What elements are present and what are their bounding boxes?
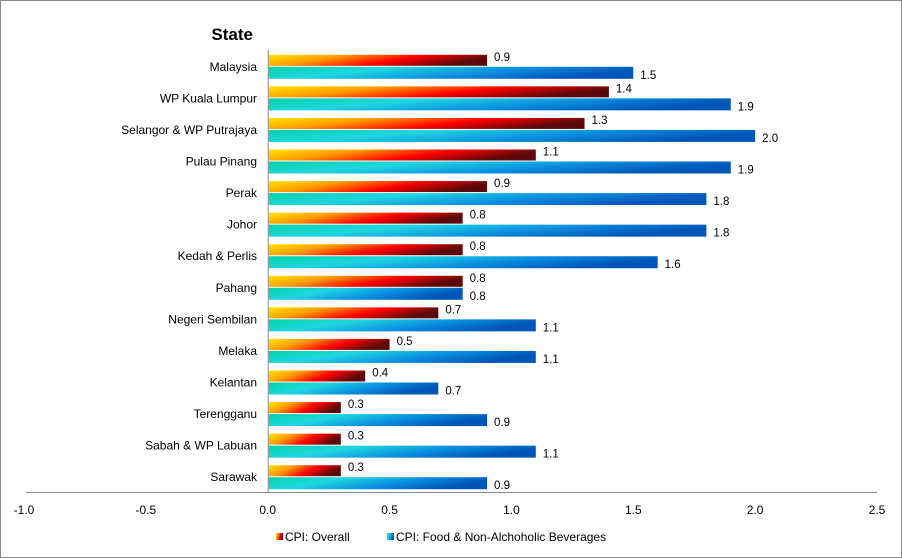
bar-overall (268, 338, 390, 350)
x-tick-label: 1.0 (503, 503, 520, 517)
category-label: Pulau Pinang (186, 155, 257, 169)
value-label-overall: 1.1 (543, 147, 559, 159)
value-label-overall: 1.4 (616, 83, 633, 95)
category-label: Pahang (216, 281, 257, 295)
bar-food (268, 414, 488, 427)
value-label-food: 1.8 (713, 228, 729, 240)
value-label-food: 0.9 (494, 480, 510, 492)
legend: CPI: Overall CPI: Food & Non-Alchoholic … (276, 530, 606, 544)
value-label-overall: 0.4 (372, 368, 389, 380)
legend-label-overall: CPI: Overall (285, 530, 350, 544)
category-label: Kelantan (210, 376, 257, 390)
bar-food (268, 129, 756, 142)
legend-label-food: CPI: Food & Non-Alchoholic Beverages (396, 530, 606, 544)
category-label: WP Kuala Lumpur (160, 91, 257, 105)
bar-overall (268, 149, 536, 161)
legend-swatch-food (387, 533, 394, 540)
bar-food (268, 350, 536, 363)
category-label: Kedah & Perlis (178, 249, 257, 263)
category-label: Terengganu (194, 407, 257, 421)
value-label-food: 1.1 (543, 449, 559, 461)
category-label: Melaka (218, 344, 257, 358)
legend-swatch-overall (276, 533, 283, 540)
bar-overall (268, 212, 463, 224)
category-label: Sabah & WP Labuan (145, 439, 257, 453)
category-label: Perak (226, 186, 258, 200)
value-label-overall: 0.9 (494, 178, 510, 190)
value-label-overall: 1.3 (592, 115, 608, 127)
category-label: Selangor & WP Putrajaya (121, 123, 257, 137)
value-label-food: 1.6 (665, 259, 681, 271)
bar-food (268, 287, 463, 300)
value-label-food: 2.0 (762, 133, 778, 145)
x-tick-label: 0.5 (381, 503, 398, 517)
value-label-food: 0.8 (470, 291, 486, 303)
bars-layer (268, 54, 756, 490)
value-label-food: 1.1 (543, 322, 559, 334)
bar-overall (268, 275, 463, 287)
bar-overall (268, 244, 463, 256)
value-label-food: 1.8 (713, 196, 729, 208)
bar-overall (268, 181, 488, 193)
bar-overall (268, 370, 366, 382)
x-tick-label: 0.0 (259, 503, 276, 517)
bar-food (268, 193, 707, 206)
category-label: Negeri Sembilan (168, 312, 257, 326)
value-label-overall: 0.8 (470, 241, 486, 253)
bar-food (268, 319, 536, 332)
category-label: Malaysia (210, 60, 258, 74)
bar-overall (268, 86, 609, 98)
bar-food (268, 98, 731, 111)
value-label-overall: 0.7 (445, 304, 461, 316)
bar-overall (268, 433, 341, 445)
value-label-overall: 0.8 (470, 210, 486, 222)
value-label-overall: 0.8 (470, 273, 486, 285)
value-label-food: 1.5 (640, 70, 656, 82)
category-label: Sarawak (210, 470, 258, 484)
category-labels: Malaysia WP Kuala Lumpur Selangor & WP Put… (121, 60, 258, 484)
value-label-food: 0.9 (494, 417, 510, 429)
value-label-food: 1.9 (738, 101, 754, 113)
x-tick-label: -1.0 (14, 503, 35, 517)
x-tick-label: 2.0 (747, 503, 764, 517)
bar-overall (268, 54, 488, 66)
bar-food (268, 382, 439, 395)
bar-food (268, 445, 536, 458)
value-label-overall: 0.3 (348, 431, 364, 443)
category-label: Johor (227, 218, 257, 232)
value-labels: 0.9 1.5 1.4 1.9 1.3 2.0 1.1 1.9 0.9 1.8 0.8 1.8 0.8 1… (348, 52, 778, 492)
bar-food (268, 66, 634, 79)
bar-food (268, 161, 731, 174)
x-tick-label: 2.5 (869, 503, 886, 517)
value-label-overall: 0.5 (397, 336, 413, 348)
x-tick-labels: -1.0 -0.5 0.0 0.5 1.0 1.5 2.0 2.5 (14, 503, 886, 517)
value-label-overall: 0.3 (348, 399, 364, 411)
value-label-food: 1.9 (738, 165, 754, 177)
bar-food (268, 477, 488, 490)
bar-food (268, 224, 707, 237)
bar-overall (268, 307, 439, 319)
value-label-food: 1.1 (543, 354, 559, 366)
x-tick-label: 1.5 (625, 503, 642, 517)
bar-overall (268, 402, 341, 414)
bar-overall (268, 465, 341, 477)
bar-overall (268, 117, 585, 129)
value-label-food: 0.7 (445, 386, 461, 398)
bar-food (268, 256, 658, 269)
value-label-overall: 0.3 (348, 462, 364, 474)
value-label-overall: 0.9 (494, 52, 510, 64)
y-axis-title: State (211, 25, 253, 44)
x-tick-label: -0.5 (136, 503, 157, 517)
